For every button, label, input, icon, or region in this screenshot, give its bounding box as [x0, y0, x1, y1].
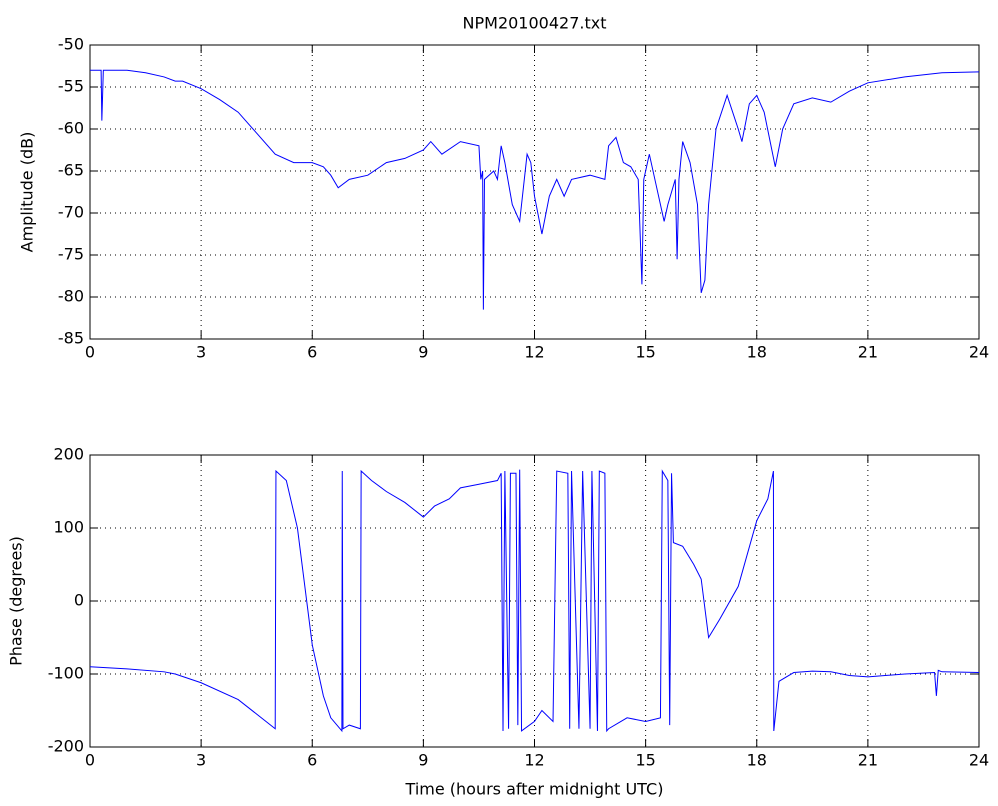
- x-tick-label: 12: [524, 343, 544, 362]
- y-tick-label: -75: [58, 245, 84, 264]
- x-axis-label: Time (hours after midnight UTC): [405, 780, 664, 799]
- y-tick-label: -65: [58, 161, 84, 180]
- y-tick-label: -200: [48, 737, 84, 756]
- x-tick-label: 12: [524, 751, 544, 770]
- x-tick-label: 9: [418, 751, 428, 770]
- data-line: [89, 469, 980, 733]
- x-tick-label: 0: [85, 751, 95, 770]
- x-tick-label: 21: [858, 751, 878, 770]
- y-tick-label: -50: [58, 35, 84, 54]
- x-tick-label: 21: [858, 343, 878, 362]
- plot-frame: [89, 44, 980, 340]
- x-tick-label: 6: [307, 751, 317, 770]
- x-tick-label: 3: [196, 751, 206, 770]
- x-tick-label: 9: [418, 343, 428, 362]
- y-tick-label: 0: [74, 591, 84, 610]
- x-tick-label: 15: [635, 751, 655, 770]
- x-tick-label: 0: [85, 343, 95, 362]
- x-tick-label: 3: [196, 343, 206, 362]
- x-tick-label: 24: [969, 343, 989, 362]
- y-tick-label: -55: [58, 77, 84, 96]
- x-tick-label: 18: [747, 343, 767, 362]
- y-axis-label: Phase (degrees): [7, 536, 26, 666]
- y-tick-label: -60: [58, 119, 84, 138]
- y-axis-label: Amplitude (dB): [18, 132, 37, 253]
- y-tick-label: 100: [53, 518, 84, 537]
- y-tick-label: -80: [58, 287, 84, 306]
- x-tick-label: 24: [969, 751, 989, 770]
- x-tick-label: 15: [635, 343, 655, 362]
- y-tick-label: -85: [58, 329, 84, 348]
- y-tick-label: -100: [48, 664, 84, 683]
- x-tick-label: 18: [747, 751, 767, 770]
- chart-title: NPM20100427.txt: [463, 14, 607, 33]
- y-tick-label: -70: [58, 203, 84, 222]
- plot-frame: [89, 454, 980, 748]
- data-line: [90, 69, 980, 310]
- x-tick-label: 6: [307, 343, 317, 362]
- y-tick-label: 200: [53, 445, 84, 464]
